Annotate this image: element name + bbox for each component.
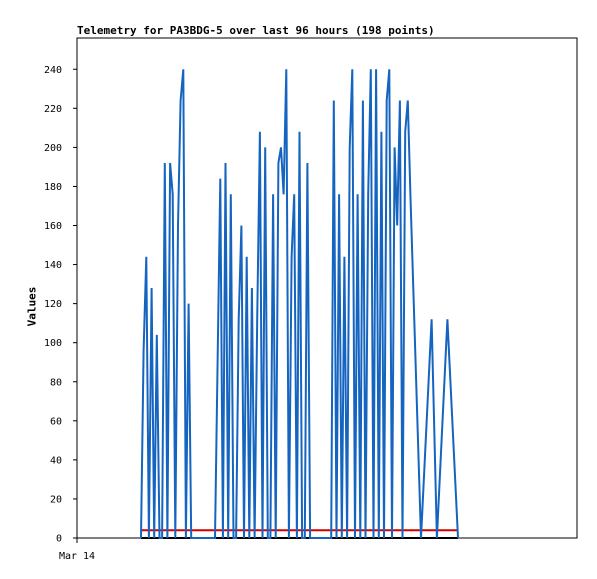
y-tick-label: 240 [44, 65, 62, 76]
y-tick-label: 40 [50, 455, 62, 466]
series-layer [140, 69, 459, 539]
y-tick-label: 140 [44, 260, 62, 271]
y-tick-label: 120 [44, 299, 62, 310]
x-axis: Mar 14 [59, 538, 95, 562]
y-tick-label: 20 [50, 494, 62, 505]
y-tick-label: 220 [44, 104, 62, 115]
y-tick-label: 200 [44, 143, 62, 154]
chart-title: Telemetry for PA3BDG-5 over last 96 hour… [77, 24, 435, 37]
x-tick-label: Mar 14 [59, 551, 95, 562]
y-axis: 0 20 40 60 80 100 120 140 160 180 200 220 240 [44, 65, 77, 545]
y-tick-label: 80 [50, 377, 62, 388]
y-tick-label: 180 [44, 182, 62, 193]
y-tick-label: 100 [44, 338, 62, 349]
y-tick-label: 0 [56, 534, 62, 545]
y-tick-label: 60 [50, 416, 62, 427]
y-tick-label: 160 [44, 221, 62, 232]
series-line-1 [140, 69, 459, 539]
